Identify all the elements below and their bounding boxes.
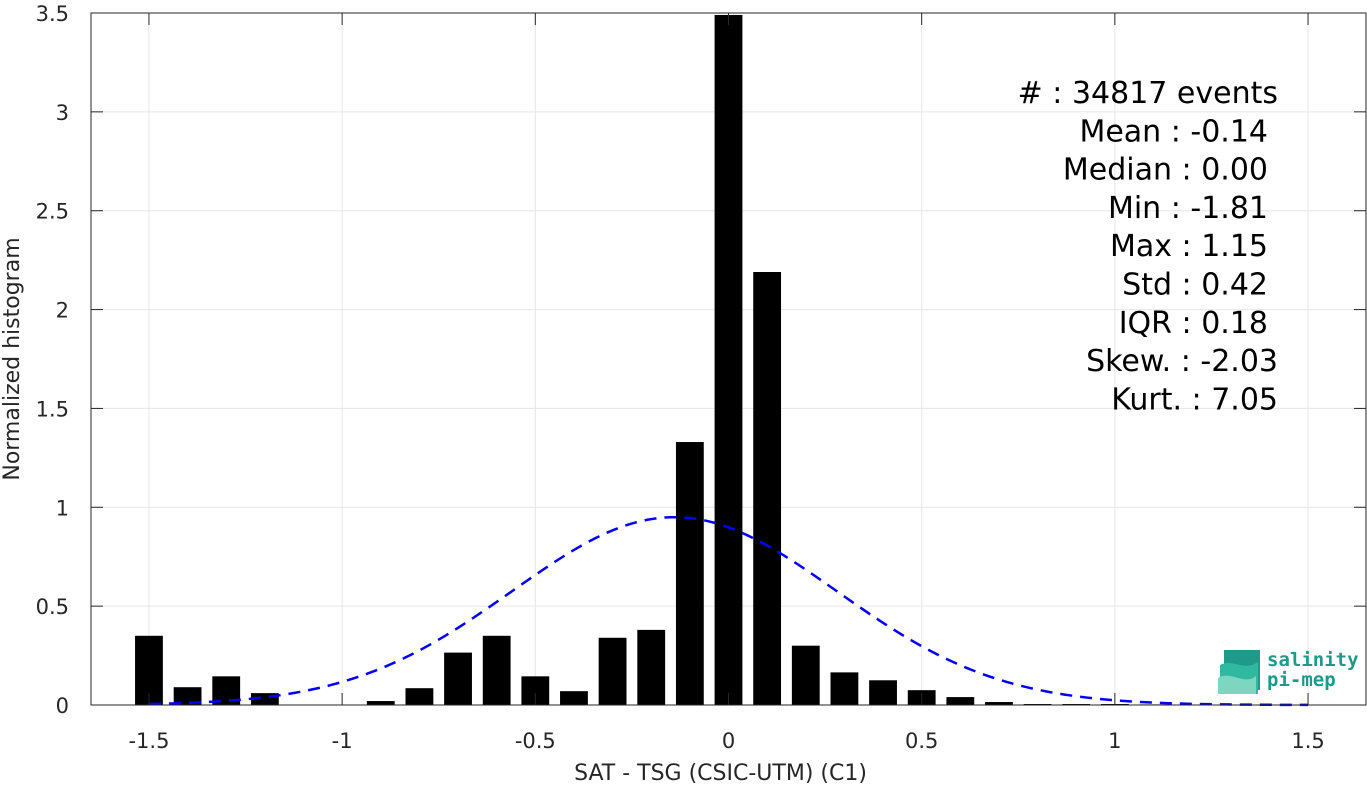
- salinity-pi-mep-logo: salinity pi-mep: [1218, 649, 1359, 694]
- axis-ticks: [91, 12, 1366, 706]
- y-axis-label: Normalized histogram: [0, 237, 25, 480]
- histogram-bars: [135, 14, 1168, 705]
- x-tick-label: 0: [722, 729, 735, 753]
- x-tick-label: -1.5: [128, 729, 169, 753]
- histogram-bar: [869, 680, 897, 705]
- histogram-bar: [985, 702, 1013, 705]
- logo-line-1: salinity: [1267, 649, 1359, 671]
- histogram-bar: [173, 687, 202, 705]
- y-tick-label: 0: [56, 694, 69, 718]
- stat-line: Mean : -0.14: [1079, 114, 1268, 149]
- normal-fit-curve: [148, 515, 1309, 707]
- x-tick-label: -1: [332, 729, 353, 753]
- x-axis-label: SAT - TSG (CSIC-UTM) (C1): [574, 761, 867, 785]
- histogram-bar: [637, 629, 666, 705]
- stat-line: Skew. : -2.03: [1086, 344, 1278, 379]
- stat-line: Min : -1.81: [1108, 191, 1268, 226]
- stat-line: Kurt. : 7.05: [1111, 382, 1278, 417]
- y-tick-label: 1: [56, 496, 69, 520]
- histogram-bar: [444, 652, 472, 705]
- histogram-bar: [250, 693, 279, 705]
- histogram-bar: [366, 701, 395, 705]
- histogram-bar: [675, 442, 704, 705]
- x-tick-label: 1: [1108, 729, 1121, 753]
- y-tick-labels: 0 0.5 1 1.5 2 2.5 3 3.5: [36, 2, 69, 718]
- histogram-bar: [598, 637, 627, 705]
- y-tick-label: 2: [56, 299, 69, 323]
- y-tick-label: 3.5: [36, 2, 69, 26]
- x-tick-label: 1.5: [1291, 729, 1324, 753]
- y-tick-label: 2.5: [36, 200, 69, 224]
- x-tick-label: 0.5: [905, 729, 938, 753]
- histogram-bar: [482, 635, 511, 705]
- stat-line: Median : 0.00: [1063, 153, 1268, 188]
- y-tick-label: 3: [56, 101, 69, 125]
- histogram-bar: [405, 688, 434, 705]
- histogram-bar: [753, 272, 782, 705]
- histogram-bar: [946, 697, 975, 705]
- stat-line: # : 34817 events: [1018, 76, 1278, 111]
- histogram-bar: [830, 672, 859, 705]
- wave-icon: [1218, 650, 1260, 694]
- y-tick-label: 0.5: [36, 595, 69, 619]
- x-tick-label: -0.5: [515, 729, 556, 753]
- stat-line: Std : 0.42: [1122, 268, 1268, 303]
- logo-line-2: pi-mep: [1267, 669, 1336, 691]
- histogram-bar: [714, 14, 743, 705]
- stat-line: Max : 1.15: [1110, 229, 1268, 264]
- histogram-bar: [791, 645, 820, 705]
- y-tick-label: 1.5: [36, 397, 69, 421]
- x-tick-labels: -1.5 -1 -0.5 0 0.5 1 1.5: [128, 729, 1324, 753]
- stat-line: IQR : 0.18: [1119, 306, 1268, 341]
- histogram-bar: [560, 691, 588, 705]
